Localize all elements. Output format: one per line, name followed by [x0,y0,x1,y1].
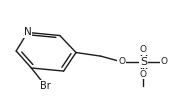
Text: O: O [161,57,168,66]
Text: N: N [24,27,31,37]
Text: Br: Br [40,81,51,91]
Text: O: O [118,57,125,66]
Text: O: O [140,70,147,79]
Text: O: O [140,45,147,54]
Text: S: S [140,57,147,67]
